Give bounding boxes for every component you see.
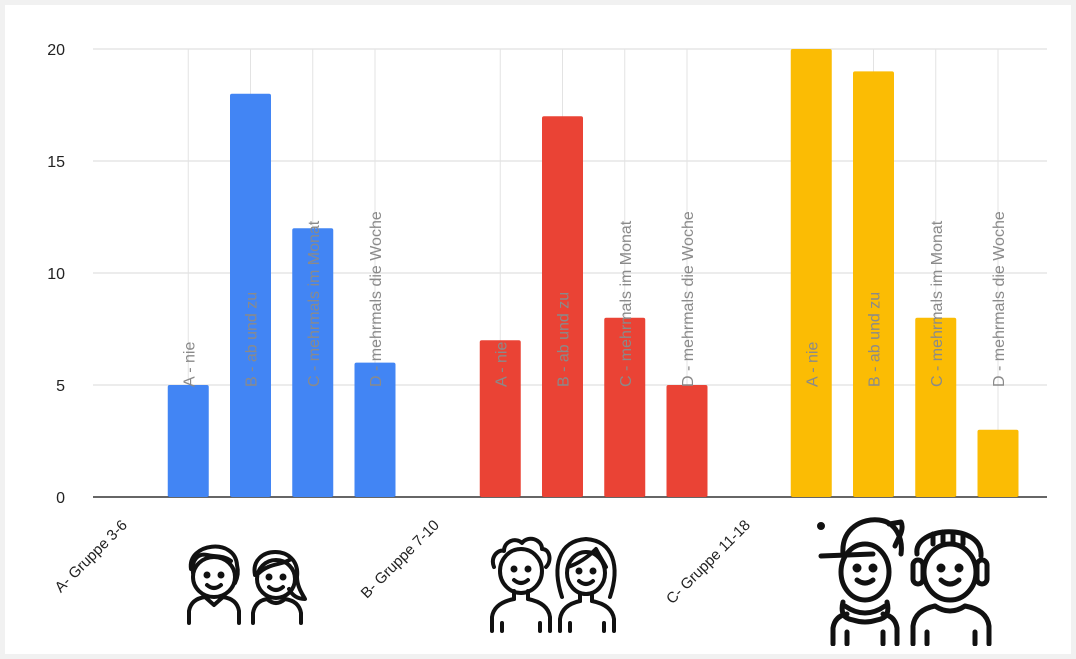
children-icon (187, 544, 307, 625)
bar (853, 71, 894, 498)
bar-label: C - mehrmals im Monat (618, 220, 635, 387)
bar (666, 385, 708, 497)
x-axis-group-label: B- Gruppe 7-10 (358, 517, 443, 602)
bar-label: A - nie (181, 342, 198, 387)
bar (977, 429, 1019, 497)
chart-card: 0 5 10 15 20 A - nie B - ab und zu C - mehrmal… (5, 5, 1071, 654)
y-tick-label: 20 (47, 42, 65, 59)
x-axis-group-label: A- Gruppe 3-6 (52, 517, 131, 596)
x-axis-group-labels: A- Gruppe 3-6 B- Gruppe 7-10 C- Gruppe 11-… (52, 517, 754, 608)
y-tick-label: 5 (56, 378, 65, 395)
bar-label: B - ab und zu (556, 292, 573, 387)
bar-label: C - mehrmals im Monat (306, 220, 323, 387)
bar-label: D - mehrmals die Woche (680, 211, 697, 387)
bar (542, 116, 583, 497)
bar-label: D - mehrmals die Woche (368, 211, 385, 387)
bar (915, 317, 957, 497)
bar (354, 362, 396, 497)
bar (479, 340, 521, 497)
bar (167, 385, 209, 497)
kids-icon (490, 536, 617, 633)
bar (292, 228, 334, 497)
y-tick-label: 0 (56, 490, 65, 507)
x-axis-group-label: C- Gruppe 11-18 (663, 517, 754, 608)
teens-icon (817, 517, 992, 646)
bars (167, 49, 1019, 498)
bar (790, 49, 832, 497)
bar (604, 317, 646, 497)
bar-labels: A - nie B - ab und zu C - mehrmals im Mona… (181, 211, 1008, 387)
bar (230, 93, 271, 498)
bar-label: A - nie (804, 342, 821, 387)
y-tick-label: 10 (47, 266, 65, 283)
bar-label: A - nie (493, 342, 510, 387)
bar-label: B - ab und zu (244, 292, 261, 387)
bar-label: C - mehrmals im Monat (929, 220, 946, 387)
y-axis-ticks: 0 5 10 15 20 (47, 42, 65, 507)
bar-label: B - ab und zu (867, 292, 884, 387)
bar-chart: 0 5 10 15 20 A - nie B - ab und zu C - mehrmal… (47, 42, 1047, 608)
bar-label: D - mehrmals die Woche (991, 211, 1008, 387)
y-tick-label: 15 (47, 154, 65, 171)
